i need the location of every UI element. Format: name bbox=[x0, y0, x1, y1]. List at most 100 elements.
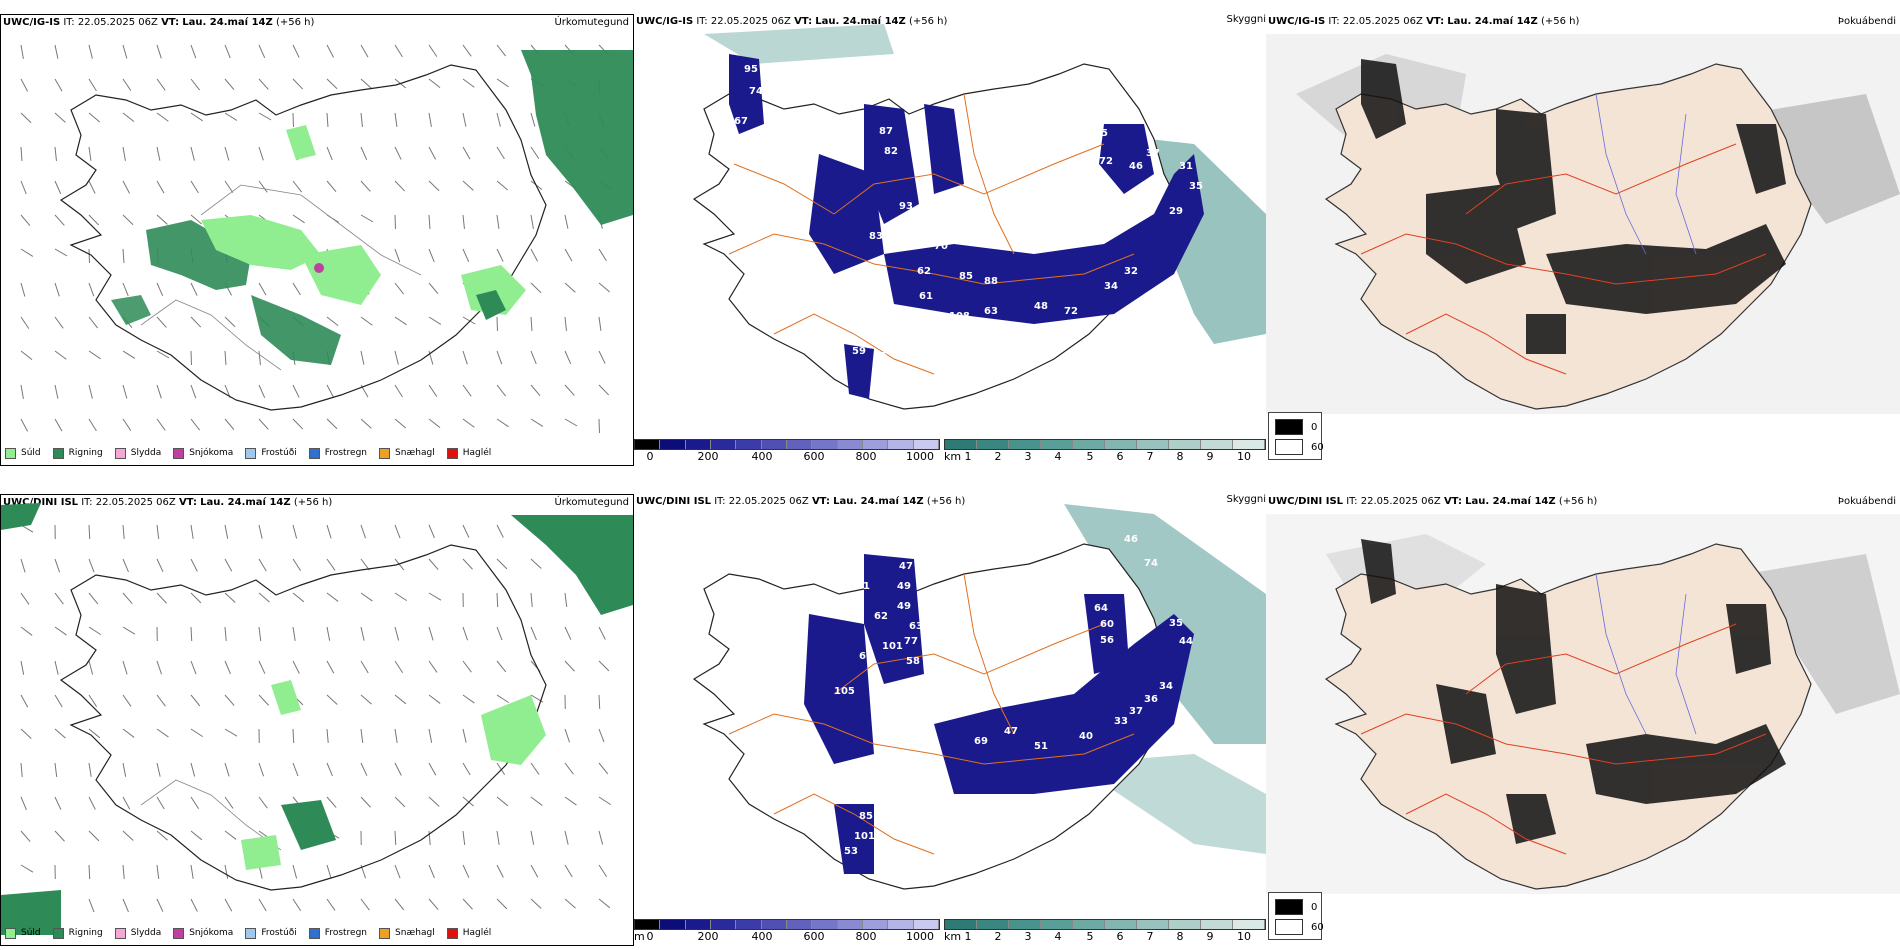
panel-header: UWC/DINI ISL IT: 22.05.2025 06Z VT: Lau.… bbox=[3, 497, 333, 508]
fog-areas bbox=[1361, 539, 1786, 844]
svg-text:276: 276 bbox=[874, 56, 895, 67]
legend-item-slydda: Slydda bbox=[114, 447, 161, 459]
legend-item-rigning: Rigning bbox=[52, 447, 103, 459]
svg-text:88: 88 bbox=[924, 226, 938, 237]
precip-areas bbox=[111, 50, 633, 365]
legend-item-haglel: Haglél bbox=[446, 927, 491, 939]
legend-item-suld: Súld bbox=[5, 927, 41, 939]
svg-text:35: 35 bbox=[1189, 181, 1203, 192]
svg-text:49: 49 bbox=[889, 681, 903, 692]
cloud-map: 95 74 67 87 82 93 83 55 88 70 62 85 88 6… bbox=[692, 24, 1266, 410]
ceiling-labels: 95 74 67 87 82 93 83 55 88 70 62 85 88 6… bbox=[734, 56, 1203, 362]
svg-text:69: 69 bbox=[974, 736, 988, 747]
svg-text:64: 64 bbox=[1094, 603, 1108, 614]
svg-text:108: 108 bbox=[949, 311, 970, 322]
svg-text:53: 53 bbox=[844, 846, 858, 857]
legend-item-frostregn: Frostregn bbox=[308, 927, 367, 939]
legend-item-frostudi: Frostúði bbox=[245, 927, 297, 939]
fog-legend-top: 0 60 bbox=[1268, 412, 1324, 460]
panel-header: UWC/IG-IS IT: 22.05.2025 06Z VT: Lau. 24… bbox=[1268, 16, 1580, 27]
panel-title: Skyggni bbox=[1226, 14, 1266, 25]
wind-barbs bbox=[20, 524, 612, 913]
svg-text:46: 46 bbox=[1124, 534, 1138, 545]
panel-header: UWC/DINI ISL IT: 22.05.2025 06Z VT: Lau.… bbox=[1268, 496, 1598, 507]
svg-text:55: 55 bbox=[899, 231, 913, 242]
svg-text:71: 71 bbox=[1099, 191, 1113, 202]
svg-text:59: 59 bbox=[852, 346, 866, 357]
svg-text:101: 101 bbox=[882, 641, 903, 652]
precip-map bbox=[1, 503, 633, 935]
ceiling-areas bbox=[804, 554, 1194, 874]
panel-title: Þokuábendi bbox=[1837, 496, 1896, 507]
svg-text:88: 88 bbox=[874, 301, 888, 312]
ceiling-areas bbox=[729, 54, 1204, 399]
wind-barbs bbox=[20, 44, 611, 434]
precip-panel-bottom: UWC/DINI ISL IT: 22.05.2025 06Z VT: Lau.… bbox=[0, 494, 634, 946]
precip-areas bbox=[1, 503, 633, 935]
ceiling-labels: 47 49 49 81 62 63 77 58 69 101 49 105 69… bbox=[834, 534, 1193, 857]
precip-panel-top: UWC/IG-IS IT: 22.05.2025 06Z VT: Lau. 24… bbox=[0, 14, 634, 466]
road-network bbox=[728, 93, 1135, 375]
panel-title: Skyggni bbox=[1226, 494, 1266, 505]
fog-panel-top: UWC/IG-IS IT: 22.05.2025 06Z VT: Lau. 24… bbox=[1266, 14, 1900, 464]
svg-text:47: 47 bbox=[899, 561, 913, 572]
cloud-panel-top: UWC/IG-IS IT: 22.05.2025 06Z VT: Lau. 24… bbox=[634, 14, 1266, 464]
legend-item-suld: Súld bbox=[5, 447, 41, 459]
svg-text:77: 77 bbox=[904, 636, 918, 647]
svg-text:32: 32 bbox=[1124, 266, 1138, 277]
svg-text:60: 60 bbox=[1100, 619, 1114, 630]
svg-text:72: 72 bbox=[1064, 306, 1078, 317]
panel-title: Úrkomutegund bbox=[554, 17, 629, 28]
svg-text:74: 74 bbox=[1144, 558, 1158, 569]
svg-text:44: 44 bbox=[849, 276, 863, 287]
svg-text:63: 63 bbox=[909, 621, 923, 632]
svg-text:49: 49 bbox=[897, 601, 911, 612]
fog-areas bbox=[1361, 59, 1786, 354]
legend-item-rigning: Rigning bbox=[52, 927, 103, 939]
fog-legend-bottom: 0 60 bbox=[1268, 892, 1324, 940]
legend-item-snaehagl: Snæhagl bbox=[379, 447, 435, 459]
panel-header: UWC/IG-IS IT: 22.05.2025 06Z VT: Lau. 24… bbox=[3, 17, 315, 28]
svg-text:69: 69 bbox=[859, 651, 873, 662]
iceland-outline bbox=[1324, 63, 1812, 410]
svg-text:83: 83 bbox=[869, 231, 883, 242]
fog-map bbox=[1266, 514, 1900, 894]
iceland-outline bbox=[59, 544, 547, 891]
svg-text:51: 51 bbox=[1034, 741, 1048, 752]
svg-text:61: 61 bbox=[919, 291, 933, 302]
legend-item-snaehagl: Snæhagl bbox=[379, 927, 435, 939]
svg-text:62: 62 bbox=[917, 266, 931, 277]
precip-legend: Súld Rigning Slydda Snjókoma Frostúði Fr… bbox=[5, 925, 491, 941]
precip-map bbox=[20, 44, 633, 434]
svg-text:47: 47 bbox=[1004, 726, 1018, 737]
svg-text:72: 72 bbox=[1099, 156, 1113, 167]
svg-text:35: 35 bbox=[1169, 618, 1183, 629]
fog-panel-bottom: UWC/DINI ISL IT: 22.05.2025 06Z VT: Lau.… bbox=[1266, 494, 1900, 944]
legend-item-slydda: Slydda bbox=[114, 927, 161, 939]
panel-header: UWC/IG-IS IT: 22.05.2025 06Z VT: Lau. 24… bbox=[636, 16, 948, 27]
legend-item-snjokoma: Snjókoma bbox=[173, 447, 233, 459]
svg-text:67: 67 bbox=[1099, 211, 1113, 222]
svg-text:49: 49 bbox=[897, 581, 911, 592]
svg-text:40: 40 bbox=[1079, 731, 1093, 742]
panel-header: UWC/DINI ISL IT: 22.05.2025 06Z VT: Lau.… bbox=[636, 496, 966, 507]
legend-item-haglel: Haglél bbox=[446, 447, 491, 459]
svg-text:55: 55 bbox=[874, 351, 888, 362]
svg-text:87: 87 bbox=[879, 126, 893, 137]
svg-text:48: 48 bbox=[1034, 301, 1048, 312]
fog-map bbox=[1266, 34, 1900, 414]
svg-text:44: 44 bbox=[1179, 636, 1193, 647]
svg-text:95: 95 bbox=[744, 64, 758, 75]
panel-title: Þokuábendi bbox=[1837, 16, 1896, 27]
svg-text:105: 105 bbox=[834, 686, 855, 697]
panel-title: Úrkomutegund bbox=[554, 497, 629, 508]
cloud-map: 47 49 49 81 62 63 77 58 69 101 49 105 69… bbox=[692, 504, 1266, 890]
svg-text:85: 85 bbox=[959, 271, 973, 282]
legend-item-snjokoma: Snjókoma bbox=[173, 927, 233, 939]
svg-text:34: 34 bbox=[1104, 281, 1118, 292]
svg-text:29: 29 bbox=[1169, 206, 1183, 217]
svg-text:74: 74 bbox=[749, 86, 763, 97]
svg-text:36: 36 bbox=[1144, 694, 1158, 705]
svg-text:56: 56 bbox=[1100, 635, 1114, 646]
svg-text:34: 34 bbox=[1159, 681, 1173, 692]
